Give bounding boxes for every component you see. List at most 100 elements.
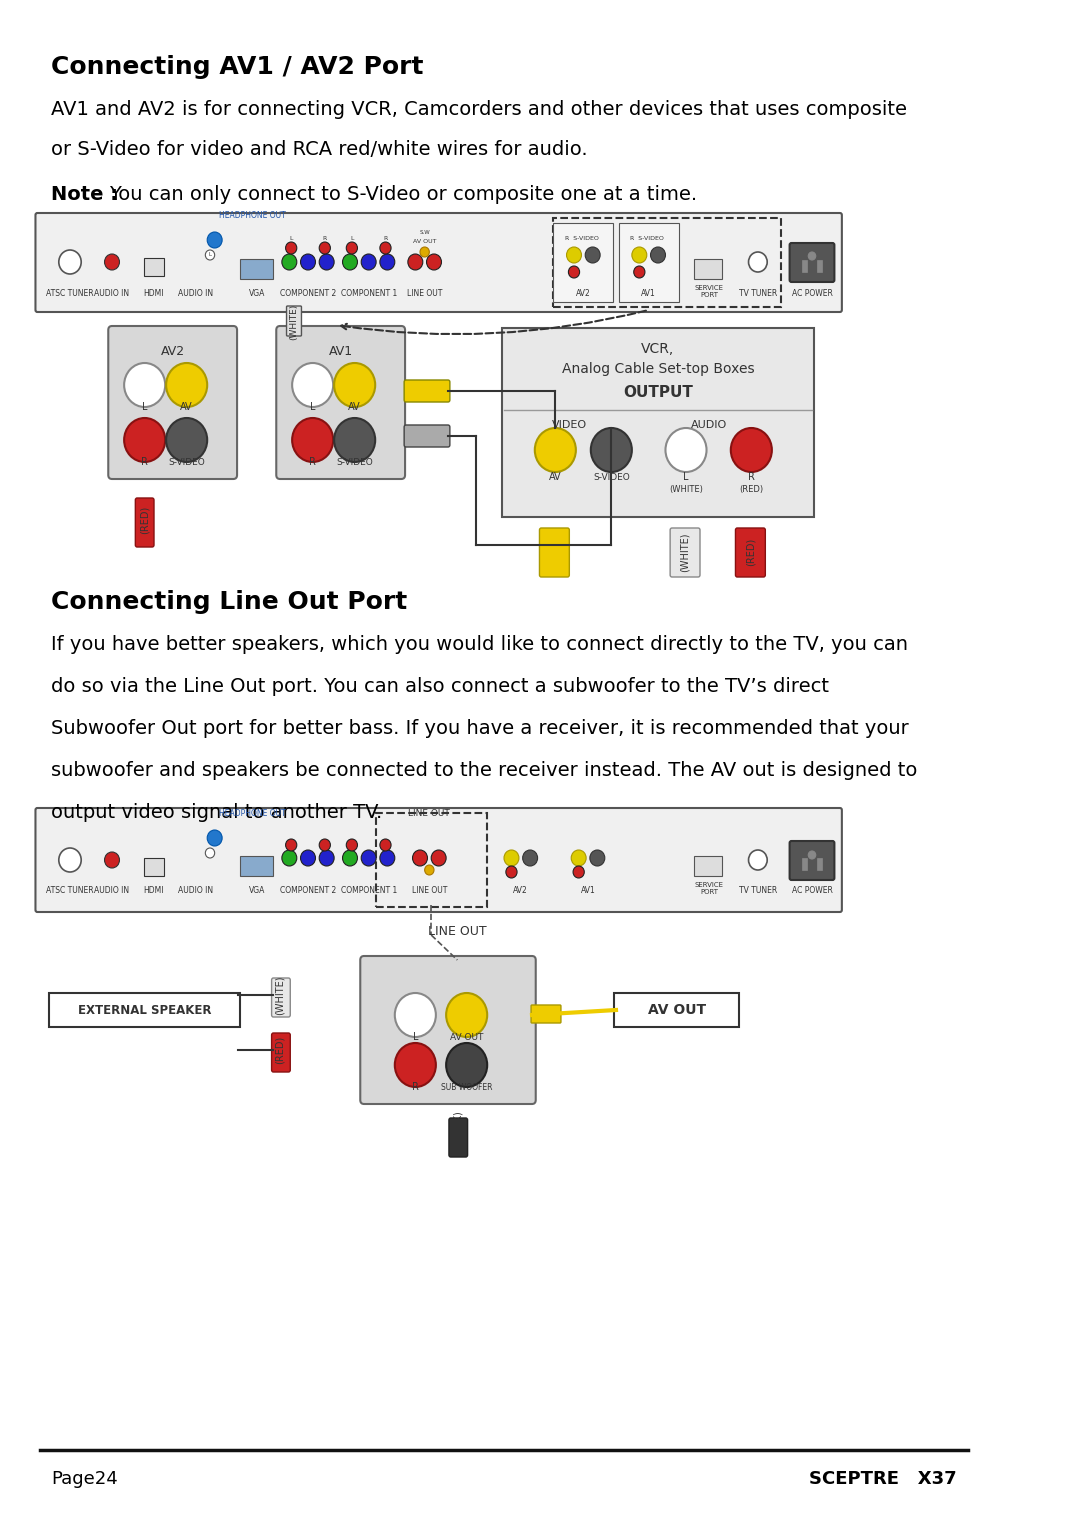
Circle shape — [591, 428, 632, 472]
Circle shape — [446, 992, 487, 1037]
Text: AUDIO IN: AUDIO IN — [94, 289, 130, 298]
FancyBboxPatch shape — [404, 425, 450, 446]
Text: Connecting Line Out Port: Connecting Line Out Port — [52, 590, 407, 615]
Circle shape — [361, 254, 376, 271]
Circle shape — [320, 254, 334, 271]
Text: AV1 and AV2 is for connecting VCR, Camcorders and other devices that uses compos: AV1 and AV2 is for connecting VCR, Camco… — [52, 99, 907, 119]
Circle shape — [166, 362, 207, 407]
Circle shape — [334, 417, 375, 462]
Text: LINE OUT: LINE OUT — [408, 809, 450, 818]
FancyBboxPatch shape — [36, 807, 842, 911]
FancyBboxPatch shape — [789, 243, 835, 281]
Text: COMPONENT 2: COMPONENT 2 — [280, 885, 336, 894]
Circle shape — [124, 417, 165, 462]
FancyBboxPatch shape — [449, 1118, 468, 1157]
Text: ATSC TUNER: ATSC TUNER — [46, 289, 94, 298]
Text: COMPONENT 2: COMPONENT 2 — [280, 289, 336, 298]
Circle shape — [361, 850, 376, 865]
Text: S.W: S.W — [419, 229, 430, 235]
Text: S-VIDEO: S-VIDEO — [336, 459, 373, 466]
Text: TV TUNER: TV TUNER — [739, 289, 777, 298]
Circle shape — [395, 992, 436, 1037]
Text: AV2: AV2 — [161, 346, 185, 358]
Circle shape — [504, 850, 518, 865]
Circle shape — [380, 850, 395, 865]
Text: S-VIDEO: S-VIDEO — [593, 472, 630, 482]
Text: HDMI: HDMI — [144, 885, 164, 894]
Text: L: L — [208, 252, 212, 257]
Text: AV: AV — [349, 402, 361, 411]
FancyBboxPatch shape — [361, 956, 536, 1104]
FancyBboxPatch shape — [816, 858, 822, 870]
Text: AV: AV — [549, 472, 562, 482]
Circle shape — [571, 850, 586, 865]
Text: (BLACK): (BLACK) — [453, 1110, 462, 1150]
Text: (RED): (RED) — [740, 485, 764, 494]
FancyBboxPatch shape — [531, 1005, 561, 1023]
Circle shape — [205, 849, 215, 858]
Circle shape — [320, 850, 334, 865]
Text: AUDIO IN: AUDIO IN — [178, 289, 214, 298]
Text: COMPONENT 1: COMPONENT 1 — [340, 885, 396, 894]
Circle shape — [105, 254, 120, 271]
Circle shape — [292, 362, 334, 407]
Text: or S-Video for video and RCA red/white wires for audio.: or S-Video for video and RCA red/white w… — [52, 141, 588, 159]
Circle shape — [731, 428, 772, 472]
Text: R: R — [323, 235, 327, 242]
Text: L: L — [141, 402, 147, 411]
Text: VIDEO: VIDEO — [552, 420, 586, 430]
Circle shape — [334, 362, 375, 407]
Text: L: L — [350, 235, 353, 242]
Text: ATSC TUNER: ATSC TUNER — [46, 885, 94, 894]
Text: AC POWER: AC POWER — [792, 885, 833, 894]
Circle shape — [567, 248, 581, 263]
Text: output video signal to another TV.: output video signal to another TV. — [52, 803, 382, 823]
Circle shape — [58, 849, 81, 872]
Circle shape — [634, 266, 645, 278]
Circle shape — [205, 251, 215, 260]
Text: VGA: VGA — [248, 885, 265, 894]
Text: (RED): (RED) — [745, 538, 755, 566]
Text: Analog Cable Set-top Boxes: Analog Cable Set-top Boxes — [562, 362, 754, 376]
FancyBboxPatch shape — [144, 258, 164, 277]
FancyBboxPatch shape — [694, 856, 723, 876]
Text: AV OUT: AV OUT — [450, 1034, 484, 1041]
FancyBboxPatch shape — [404, 381, 450, 402]
FancyBboxPatch shape — [816, 260, 822, 272]
Text: (RED): (RED) — [139, 506, 150, 534]
Text: AV1: AV1 — [328, 346, 353, 358]
Circle shape — [431, 850, 446, 865]
Text: AC POWER: AC POWER — [792, 289, 833, 298]
Circle shape — [650, 248, 665, 263]
Circle shape — [420, 248, 430, 257]
Circle shape — [535, 428, 576, 472]
Circle shape — [285, 242, 297, 254]
Text: L: L — [289, 235, 293, 242]
Text: AV2: AV2 — [576, 289, 591, 298]
Circle shape — [808, 852, 815, 859]
Circle shape — [568, 266, 580, 278]
Circle shape — [207, 232, 222, 248]
Text: (WHITE): (WHITE) — [670, 485, 703, 494]
Circle shape — [207, 830, 222, 846]
Circle shape — [380, 242, 391, 254]
Text: R: R — [383, 235, 388, 242]
Text: VGA: VGA — [248, 289, 265, 298]
Text: Subwoofer Out port for better bass. If you have a receiver, it is recommended th: Subwoofer Out port for better bass. If y… — [52, 719, 909, 739]
Text: L: L — [684, 472, 689, 482]
Text: R: R — [747, 472, 755, 482]
Text: (RED): (RED) — [275, 1035, 285, 1064]
Circle shape — [505, 865, 517, 878]
FancyBboxPatch shape — [240, 856, 273, 876]
Text: (WHITE): (WHITE) — [680, 532, 690, 572]
Circle shape — [347, 839, 357, 852]
Text: AUDIO IN: AUDIO IN — [94, 885, 130, 894]
FancyBboxPatch shape — [108, 326, 238, 479]
FancyBboxPatch shape — [271, 979, 291, 1017]
Circle shape — [342, 254, 357, 271]
FancyBboxPatch shape — [615, 992, 739, 1027]
FancyBboxPatch shape — [271, 1034, 291, 1072]
Circle shape — [342, 850, 357, 865]
Text: EXTERNAL SPEAKER: EXTERNAL SPEAKER — [78, 1003, 212, 1017]
FancyBboxPatch shape — [36, 213, 842, 312]
